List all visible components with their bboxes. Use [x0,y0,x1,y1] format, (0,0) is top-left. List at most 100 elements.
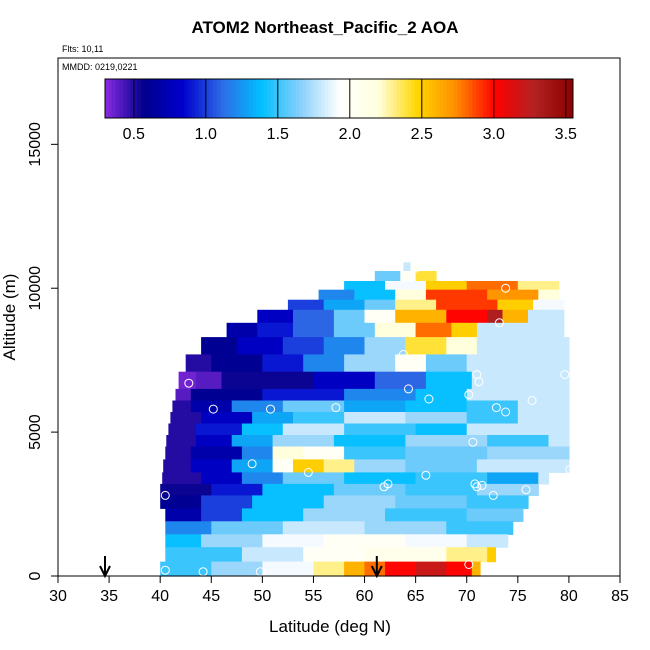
sample-point [464,390,474,400]
colorbar-swatch [126,79,131,118]
heatmap-cell [190,459,233,473]
heatmap-cell [517,400,570,413]
colorbar-swatch [393,79,398,118]
colorbar-tick-label: 3.5 [555,126,577,143]
heatmap-cell [466,354,570,373]
colorbar-swatch [565,79,570,118]
heatmap-cell [201,337,238,355]
colorbar-swatch [115,79,120,118]
colorbar-swatch [450,79,455,118]
heatmap-cell [344,281,386,291]
heatmap-cell [272,435,335,448]
heatmap-cell [282,521,366,535]
heatmap-cell [405,412,468,425]
colorbar-swatch [155,79,160,118]
colorbar-swatch [310,79,315,118]
heatmap-cell [175,388,192,401]
sample-points-layer [160,263,575,577]
colorbar-swatch [443,79,448,118]
heatmap-cell [303,446,345,460]
colorbar-swatch [252,79,257,118]
heatmap-cell [313,371,376,390]
heatmap-cell [318,289,355,301]
heatmap-cell [190,388,263,401]
heatmap-cell [538,289,560,301]
colorbar-swatch [457,79,462,118]
heatmap-cell [517,412,570,425]
colorbar-swatch [141,79,146,118]
heatmap-cell [374,271,401,282]
heatmap-cell [231,459,274,473]
heatmap-cell [211,561,263,577]
heatmap-cell [405,534,468,548]
colorbar-swatch [306,79,311,118]
heatmap-cell [241,423,284,436]
heatmap-cell [165,521,212,535]
colorbar-swatch [292,79,297,118]
colorbar-swatch [324,79,329,118]
colorbar-swatch [148,79,153,118]
heatmap-cell [425,371,473,390]
x-tick-label: 85 [611,588,629,605]
colorbar-swatch [562,79,567,118]
colorbar-swatch [378,79,383,118]
heatmap-cell [497,299,534,311]
colorbar-swatch [411,79,416,118]
sample-point [501,283,511,293]
sample-point [266,404,275,414]
heatmap-cell [502,309,529,324]
colorbar-swatch [357,79,362,118]
heatmap-cell [162,472,202,485]
heatmap-cell [471,561,481,577]
colorbar-swatch [432,79,437,118]
x-tick-label: 35 [100,588,118,605]
heatmap-cell [403,262,412,272]
colorbar-swatch [112,79,117,118]
heatmap-cell [400,271,417,282]
heatmap-cell [395,309,447,324]
colorbar-swatch [151,79,156,118]
heatmap-cell [364,309,396,324]
colorbar-swatch [162,79,167,118]
colorbar-swatch [169,79,174,118]
heatmap-cell [425,289,488,301]
heatmap-cell [344,561,366,577]
heatmap-cell [201,534,263,548]
heatmap-cell [272,446,304,460]
colorbar-swatch [504,79,509,118]
colorbar-swatch [249,79,254,118]
heatmap-cell [195,435,233,448]
heatmap-cell [533,299,565,311]
heatmap-cell [333,309,366,324]
heatmap-cell [374,322,417,338]
sample-point [464,560,474,569]
heatmap-cell [471,371,570,390]
heatmap-cell [333,322,376,338]
heatmap-cell [165,547,243,563]
y-tick-label: 0 [27,571,44,580]
colorbar-swatch [360,79,365,118]
colorbar-swatch [371,79,376,118]
colorbar-swatch [414,79,419,118]
x-tick-label: 75 [509,588,527,605]
colorbar-swatch [274,79,279,118]
heatmap-cell [487,547,496,563]
colorbar-swatch [342,79,347,118]
y-tick-label: 15000 [27,122,44,167]
colorbar-swatch [259,79,264,118]
heatmap-cell [446,337,478,355]
heatmap-cell [487,446,570,460]
heatmap-cell [354,459,406,473]
heatmap-cell [466,281,519,291]
heatmap-cell [160,561,212,577]
colorbar-swatch [281,79,286,118]
colorbar-swatch [234,79,239,118]
heatmap-cell [364,561,386,577]
colorbar-swatch [385,79,390,118]
heatmap-cell [293,309,335,324]
colorbar-swatch [159,79,164,118]
sample-point [472,482,482,492]
colorbar-swatch [191,79,196,118]
heatmap-cell [395,495,468,509]
colorbar-swatch [263,79,268,118]
